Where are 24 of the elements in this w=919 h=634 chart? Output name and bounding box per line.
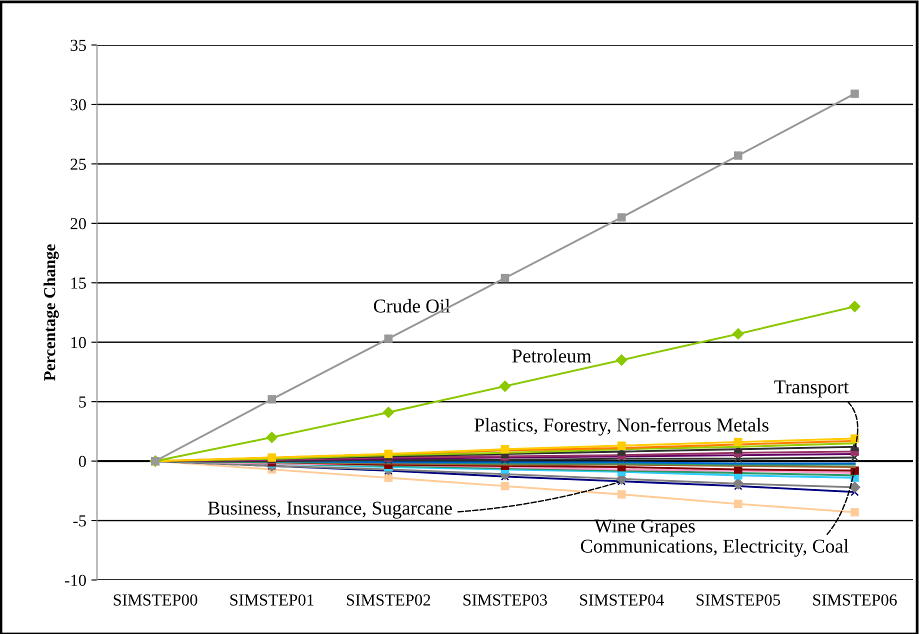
annotation: Plastics, Forestry, Non-ferrous Metals xyxy=(474,418,768,436)
annotation: Business, Insurance, Sugarcane xyxy=(208,502,452,519)
x-tick-label: SIMSTEP00 xyxy=(114,594,198,606)
x-tick-label: SIMSTEP04 xyxy=(580,594,664,606)
y-tick-label: 35 xyxy=(70,40,86,51)
annotation: Communications, Electricity, Coal xyxy=(580,539,848,557)
annotation: Wine Grapes xyxy=(594,519,695,537)
annotation: Transport xyxy=(774,380,849,398)
y-tick-label: 0 xyxy=(78,456,86,468)
y-tick-label: -10 xyxy=(64,574,86,586)
y-tick-label: 10 xyxy=(71,336,86,348)
y-tick-label: 25 xyxy=(70,158,86,170)
x-tick-label: SIMSTEP02 xyxy=(346,594,430,606)
y-tick-label: 30 xyxy=(70,99,86,110)
series-label: Petroleum xyxy=(512,348,592,363)
y-tick-label: 5 xyxy=(79,396,86,408)
y-tick-label: 20 xyxy=(70,218,86,230)
x-tick-label: SIMSTEP03 xyxy=(464,594,547,606)
y-tick-label: 15 xyxy=(71,278,86,289)
x-tick-label: SIMSTEP06 xyxy=(813,594,897,606)
x-tick-label: SIMSTEP05 xyxy=(696,594,780,606)
y-axis-title: Percentage Change xyxy=(44,244,59,381)
y-tick-label: -5 xyxy=(73,515,86,526)
x-tick-label: SIMSTEP01 xyxy=(230,594,314,606)
